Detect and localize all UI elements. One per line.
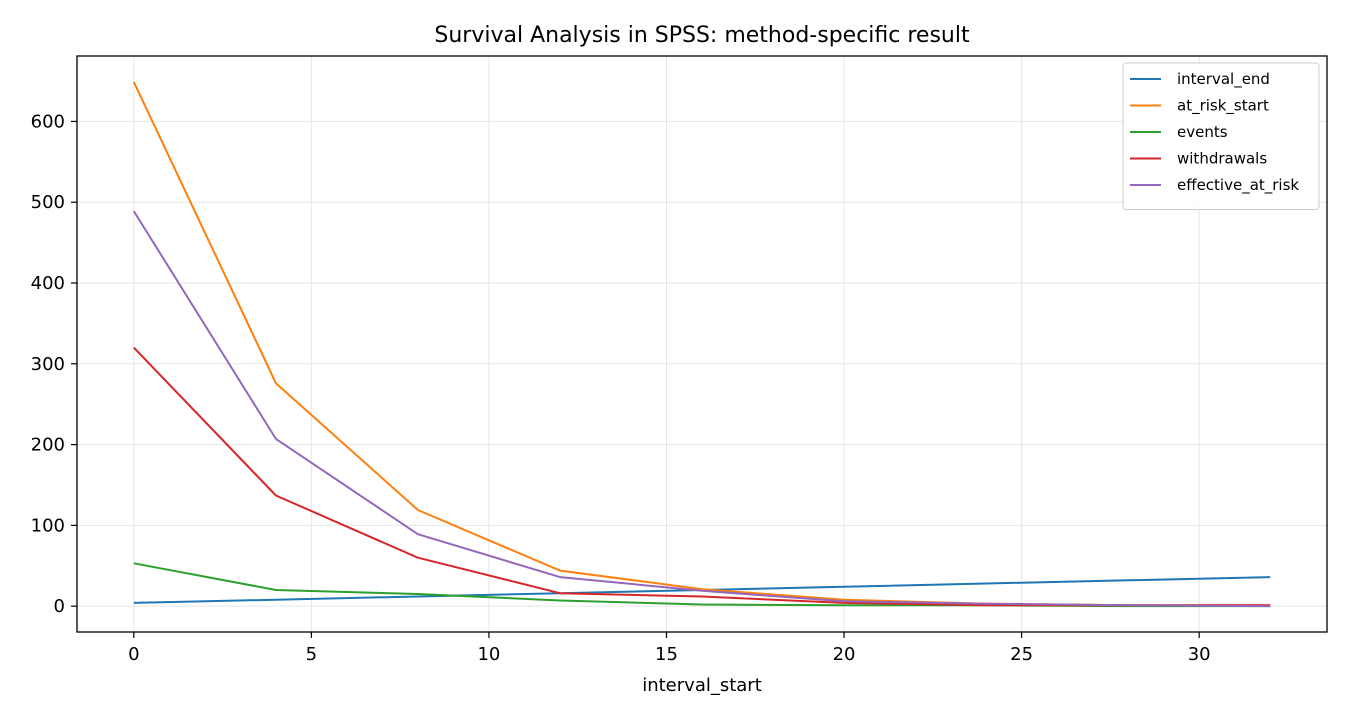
x-tick-label: 15 [655, 644, 678, 665]
chart-title: Survival Analysis in SPSS: method-specif… [434, 23, 970, 48]
legend-label: interval_end [1177, 70, 1270, 89]
legend-label: effective_at_risk [1177, 176, 1299, 195]
y-tick-label: 100 [31, 515, 65, 536]
y-tick-label: 0 [54, 596, 65, 617]
x-tick-label: 0 [128, 644, 139, 665]
series-line-effective-at-risk [132, 210, 1271, 608]
x-tick-label: 25 [1010, 644, 1033, 665]
x-tick-label: 30 [1188, 644, 1211, 665]
x-tick-label: 5 [306, 644, 317, 665]
legend-label: at_risk_start [1177, 97, 1269, 116]
plot-frame [76, 55, 1328, 633]
x-axis-label: interval_start [642, 675, 762, 696]
y-tick-label: 500 [31, 192, 65, 213]
grid [77, 56, 1327, 632]
y-tick-label: 400 [31, 273, 65, 294]
series-lines [132, 81, 1271, 608]
y-tick-label: 600 [31, 111, 65, 132]
x-tick-label: 20 [833, 644, 856, 665]
legend-label: withdrawals [1177, 150, 1267, 168]
y-tick-label: 200 [31, 435, 65, 456]
x-tick-label: 10 [477, 644, 500, 665]
legend-label: events [1177, 123, 1228, 141]
legend-box [1122, 62, 1320, 210]
y-tick-label: 300 [31, 354, 65, 375]
